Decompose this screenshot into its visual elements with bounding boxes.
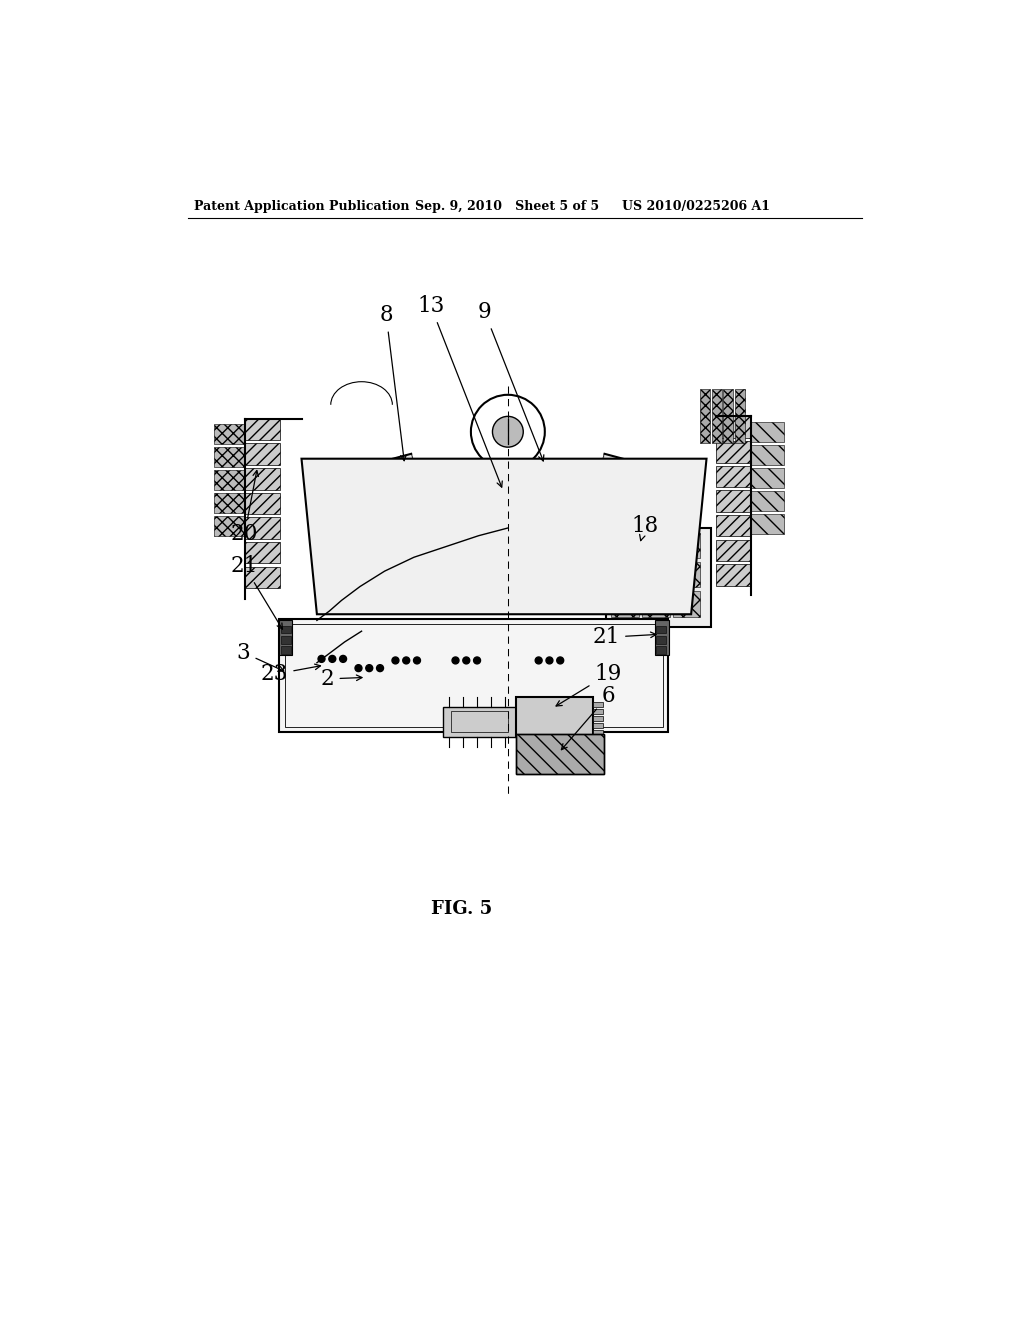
Polygon shape [245,469,280,490]
Polygon shape [593,702,603,708]
Polygon shape [673,591,700,616]
Polygon shape [535,459,556,478]
Circle shape [493,416,523,447]
Polygon shape [214,494,245,513]
Polygon shape [735,389,745,444]
Polygon shape [301,459,707,614]
Polygon shape [214,447,245,467]
Polygon shape [281,626,291,634]
Polygon shape [214,470,245,490]
Polygon shape [716,515,752,536]
Polygon shape [716,416,752,438]
Polygon shape [642,591,670,616]
Polygon shape [655,620,669,655]
Text: 21: 21 [230,556,283,630]
Polygon shape [611,591,639,616]
Polygon shape [611,562,639,587]
Polygon shape [673,533,700,558]
Polygon shape [716,441,752,462]
Polygon shape [593,730,603,735]
Polygon shape [700,389,711,444]
Polygon shape [443,706,515,738]
Text: 18: 18 [631,516,658,541]
Circle shape [340,656,346,663]
Polygon shape [593,709,603,714]
Polygon shape [673,562,700,587]
Circle shape [392,657,399,664]
Circle shape [463,657,470,664]
Text: 21: 21 [593,627,656,648]
Circle shape [414,657,421,664]
Circle shape [402,657,410,664]
Polygon shape [214,424,245,444]
Polygon shape [281,645,291,653]
Circle shape [557,657,563,664]
Circle shape [329,656,336,663]
Circle shape [546,657,553,664]
Polygon shape [280,619,668,733]
Text: US 2010/0225206 A1: US 2010/0225206 A1 [622,199,770,213]
Polygon shape [281,636,291,644]
Polygon shape [656,645,667,653]
Polygon shape [245,492,280,515]
Polygon shape [611,533,639,558]
Polygon shape [593,723,603,729]
Polygon shape [245,444,280,465]
Circle shape [318,656,325,663]
Polygon shape [397,459,419,478]
Circle shape [355,665,361,672]
Polygon shape [245,566,280,589]
Polygon shape [752,422,783,442]
Polygon shape [716,540,752,561]
Text: 6: 6 [561,685,614,750]
Polygon shape [516,697,593,738]
Polygon shape [642,562,670,587]
Text: FIG. 5: FIG. 5 [431,900,493,919]
Text: Patent Application Publication: Patent Application Publication [194,199,410,213]
Text: 19: 19 [556,664,622,706]
Polygon shape [724,389,733,444]
Polygon shape [245,517,280,539]
Polygon shape [752,515,783,535]
Text: 2: 2 [321,668,362,690]
Polygon shape [214,516,245,536]
Circle shape [536,657,542,664]
Polygon shape [712,389,722,444]
Text: 8: 8 [379,305,407,461]
Polygon shape [716,490,752,512]
Circle shape [366,665,373,672]
Polygon shape [606,528,711,627]
Polygon shape [752,445,783,465]
Polygon shape [593,715,603,721]
Text: Sep. 9, 2010   Sheet 5 of 5: Sep. 9, 2010 Sheet 5 of 5 [416,199,600,213]
Polygon shape [752,491,783,511]
Polygon shape [656,636,667,644]
Circle shape [377,665,384,672]
Polygon shape [515,734,604,775]
Polygon shape [642,533,670,558]
Polygon shape [656,626,667,634]
Polygon shape [245,543,280,564]
Polygon shape [716,466,752,487]
Text: 20: 20 [230,470,258,545]
Polygon shape [362,454,653,578]
Text: 23: 23 [261,664,321,685]
Polygon shape [752,469,783,488]
Text: 3: 3 [237,642,284,672]
Circle shape [473,657,480,664]
Text: 9: 9 [478,301,544,461]
Circle shape [452,657,459,664]
Text: 13: 13 [417,296,503,487]
Polygon shape [245,418,280,441]
Polygon shape [716,564,752,586]
Polygon shape [280,620,292,655]
